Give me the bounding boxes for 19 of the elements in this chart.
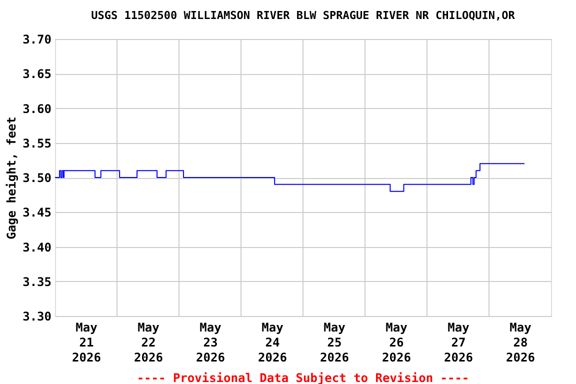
x-tick-label: May 21 2026 (72, 320, 101, 364)
y-tick-label: 3.65 (22, 67, 52, 82)
y-tick-label: 3.60 (22, 102, 52, 116)
chart-title: USGS 11502500 WILLIAMSON RIVER BLW SPRAGUE RIVER NR CHILOQUIN,OR (91, 9, 516, 22)
x-tick-label: May 22 2026 (134, 320, 163, 364)
x-tick-label: May 28 2026 (506, 320, 535, 364)
x-tick-label: May 25 2026 (320, 320, 349, 364)
x-tick-label: May 23 2026 (196, 320, 225, 364)
y-tick-label: 3.50 (22, 171, 52, 185)
y-tick-label: 3.70 (22, 32, 52, 46)
x-tick-label: May 26 2026 (382, 320, 411, 364)
x-tick-label: May 27 2026 (444, 320, 473, 364)
y-tick-label: 3.55 (22, 136, 52, 150)
y-tick-label: 3.30 (22, 310, 52, 324)
y-axis-title: Gage height, feet (4, 116, 19, 240)
x-tick-label: May 24 2026 (258, 320, 287, 364)
y-tick-label: 3.35 (22, 274, 52, 289)
y-tick-label: 3.40 (22, 240, 52, 254)
y-tick-label: 3.45 (22, 206, 52, 220)
